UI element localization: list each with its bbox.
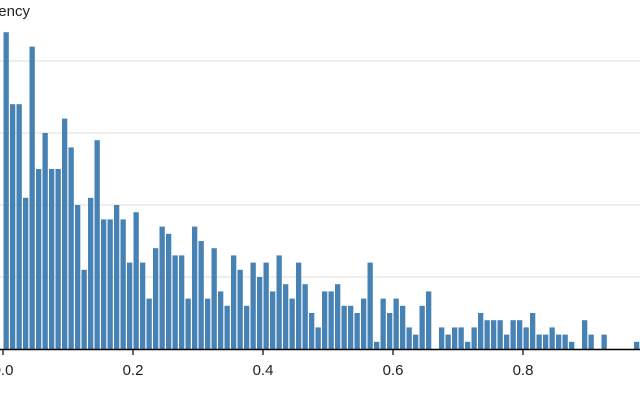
bar (179, 255, 185, 349)
bar (55, 169, 61, 349)
bar (289, 298, 295, 349)
bar (341, 305, 347, 349)
bar (42, 133, 48, 349)
bar (523, 327, 529, 349)
bar (491, 320, 497, 349)
bar (400, 305, 406, 349)
bar (419, 305, 425, 349)
bar (510, 320, 516, 349)
bar (465, 341, 471, 349)
bar (172, 255, 178, 349)
bar (569, 341, 575, 349)
x-tick-label: 0.8 (513, 362, 534, 379)
bar (140, 262, 146, 349)
bar (263, 262, 269, 349)
bar (393, 298, 399, 349)
bar (166, 233, 172, 349)
bar (328, 291, 334, 349)
bar (257, 277, 263, 349)
bar (445, 334, 451, 349)
bar (101, 219, 107, 349)
bar (88, 197, 94, 349)
bar (133, 212, 139, 349)
x-tick-label: 0.0 (0, 362, 13, 379)
bar (582, 320, 588, 349)
bar (29, 46, 35, 349)
bar (205, 298, 211, 349)
bar (458, 327, 464, 349)
bar (218, 291, 224, 349)
bar (153, 248, 159, 349)
bar (588, 334, 594, 349)
bar (634, 341, 640, 349)
bar (81, 269, 87, 349)
x-tick-label: 0.4 (253, 362, 274, 379)
bar (322, 291, 328, 349)
bar (354, 313, 360, 349)
bar (348, 305, 354, 349)
bar (120, 219, 126, 349)
bar (49, 169, 55, 349)
bar (237, 269, 243, 349)
bar (549, 327, 555, 349)
bar (283, 284, 289, 349)
bar (75, 205, 81, 349)
bar (497, 320, 503, 349)
bar (127, 262, 133, 349)
bar (68, 147, 74, 349)
x-tick-label: 0.6 (383, 362, 404, 379)
x-tick-label: 0.2 (123, 362, 144, 379)
bar (374, 341, 380, 349)
bar (406, 327, 412, 349)
bar (517, 320, 523, 349)
bar (335, 284, 341, 349)
bar (185, 298, 191, 349)
bar (159, 226, 165, 349)
bar (413, 334, 419, 349)
bar (10, 104, 16, 349)
bar (231, 255, 237, 349)
bar (601, 334, 607, 349)
bar (543, 334, 549, 349)
bar (361, 298, 367, 349)
bar (94, 140, 100, 349)
bar (562, 334, 568, 349)
bar (387, 313, 393, 349)
bar (114, 205, 120, 349)
bar (36, 169, 42, 349)
bar (556, 334, 562, 349)
bar (380, 298, 386, 349)
bar (439, 327, 445, 349)
bar (224, 305, 230, 349)
bar (211, 248, 217, 349)
bar (3, 32, 9, 349)
bar (244, 305, 250, 349)
bar (504, 334, 510, 349)
bar (309, 313, 315, 349)
bar (192, 226, 198, 349)
bar (146, 298, 152, 349)
bar (276, 255, 282, 349)
y-axis-label: Frequency (0, 3, 30, 20)
bar (315, 327, 321, 349)
bar (478, 313, 484, 349)
bar (302, 284, 308, 349)
bar (23, 197, 29, 349)
bar (107, 219, 113, 349)
bar (484, 320, 490, 349)
bar (198, 241, 204, 349)
bar (530, 313, 536, 349)
bar (426, 291, 432, 349)
bar (536, 334, 542, 349)
bar (62, 118, 68, 349)
bar (471, 327, 477, 349)
bar (270, 291, 276, 349)
bar (16, 104, 22, 349)
bar (452, 327, 458, 349)
bar (296, 262, 302, 349)
bar (250, 262, 256, 349)
bar (367, 262, 373, 349)
